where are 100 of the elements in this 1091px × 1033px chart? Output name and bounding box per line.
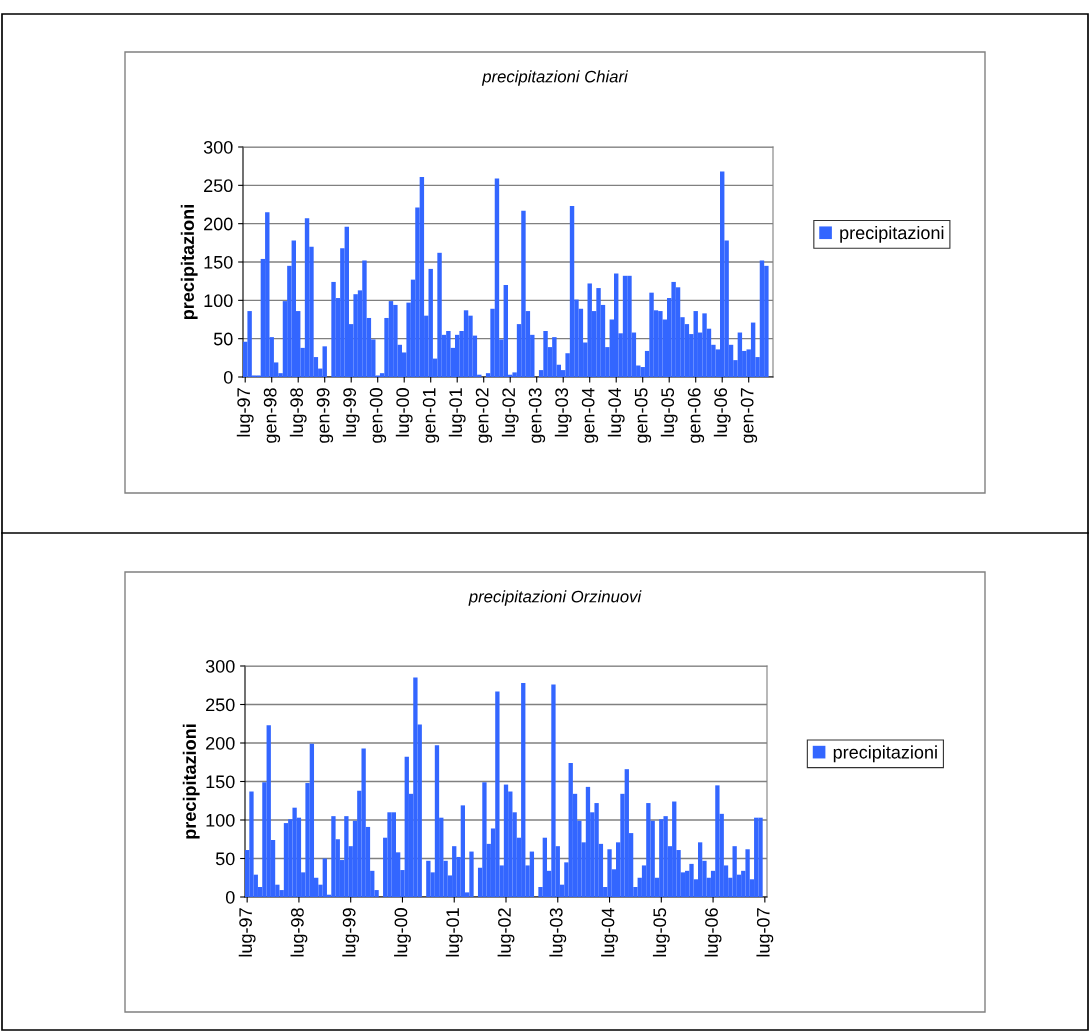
bar [469, 851, 474, 897]
y-tick-label: 50 [213, 332, 233, 346]
bar [552, 337, 557, 377]
bar [702, 313, 707, 377]
bar [622, 275, 628, 377]
bar [482, 782, 487, 897]
bar [463, 310, 469, 377]
x-tick-label: lug-97 [238, 908, 256, 957]
x-tick-label: lug-97 [236, 388, 254, 437]
bar [607, 849, 612, 897]
bar [754, 817, 759, 897]
bar [585, 786, 591, 897]
bar [304, 218, 310, 377]
y-tick-label: 50 [215, 852, 235, 866]
y-tick-label: 200 [204, 217, 233, 231]
x-tick-label: gen-07 [740, 388, 758, 443]
y-axis-title: precipitazioni [180, 205, 198, 319]
bar [759, 260, 765, 377]
bar [542, 837, 547, 897]
y-tick-label: 250 [204, 179, 233, 193]
bar [720, 171, 725, 377]
y-tick-label: 300 [203, 140, 233, 154]
bar [455, 334, 460, 377]
bar [344, 816, 349, 897]
bar [426, 860, 431, 897]
x-tick-label: lug-03 [554, 388, 572, 437]
y-tick-label: 100 [204, 294, 233, 308]
bar [503, 784, 509, 897]
bar [594, 803, 599, 897]
bar [715, 785, 720, 897]
bar [291, 240, 296, 377]
x-tick-label: lug-01 [448, 388, 466, 437]
y-tick-label: 250 [206, 698, 235, 712]
bar [361, 748, 366, 897]
bar [671, 281, 676, 377]
bar [495, 691, 500, 897]
x-tick-label: gen-98 [263, 388, 281, 443]
x-tick-label: lug-04 [601, 907, 618, 957]
x-tick-label: lug-98 [289, 388, 307, 437]
y-tick-label: 300 [205, 659, 235, 673]
x-tick-label: gen-03 [528, 388, 546, 443]
bar [452, 846, 457, 897]
bar [521, 210, 526, 377]
x-tick-label: lug-03 [549, 908, 567, 957]
bar [446, 331, 451, 377]
y-tick-label: 200 [206, 736, 235, 750]
bar [624, 769, 629, 897]
x-tick-label: gen-99 [316, 388, 334, 443]
bar [658, 311, 663, 377]
bar [387, 812, 392, 897]
y-tick-label: 150 [204, 255, 233, 269]
bar [413, 677, 418, 897]
x-tick-label: gen-04 [581, 387, 599, 443]
bar [419, 176, 425, 377]
x-tick-label: lug-06 [713, 388, 731, 437]
bar [494, 178, 500, 377]
x-tick-label: lug-00 [394, 908, 411, 957]
y-tick-label: 0 [223, 370, 233, 384]
bar [362, 260, 367, 377]
x-tick-label: lug-02 [501, 388, 519, 437]
y-axis-title: precipitazioni [182, 724, 200, 839]
bar [292, 807, 297, 897]
bar [663, 816, 668, 897]
bar [344, 226, 349, 377]
bar [672, 801, 677, 897]
bar [750, 322, 756, 377]
x-tick-label: gen-05 [634, 388, 652, 443]
bar [529, 851, 535, 897]
bar [568, 763, 573, 897]
x-tick-label: lug-01 [445, 908, 463, 957]
bar [247, 311, 252, 377]
x-tick-label: lug-98 [290, 908, 308, 957]
bar [322, 346, 327, 377]
bar [353, 294, 358, 377]
x-tick-label: gen-06 [687, 388, 705, 443]
bar [587, 283, 592, 377]
bar [569, 206, 575, 377]
bar [388, 301, 394, 377]
x-tick-label: lug-00 [395, 388, 413, 437]
bar [265, 212, 270, 377]
legend-label: precipitazioni [840, 225, 944, 243]
x-tick-label: lug-02 [497, 908, 515, 957]
x-tick-label: gen-00 [369, 388, 387, 443]
bar [551, 684, 556, 897]
bar [437, 252, 442, 377]
x-tick-label: lug-04 [607, 387, 625, 437]
bar [689, 863, 694, 897]
bar [732, 846, 737, 897]
bar [393, 304, 398, 377]
bar [521, 682, 526, 897]
bar [266, 725, 271, 897]
bar [627, 275, 632, 377]
bar [745, 849, 750, 897]
bar [543, 331, 548, 377]
bar [503, 285, 508, 377]
bar [322, 858, 327, 897]
x-tick-label: gen-01 [422, 388, 440, 443]
bar [758, 817, 763, 897]
bar [404, 756, 409, 897]
bar [737, 332, 743, 377]
